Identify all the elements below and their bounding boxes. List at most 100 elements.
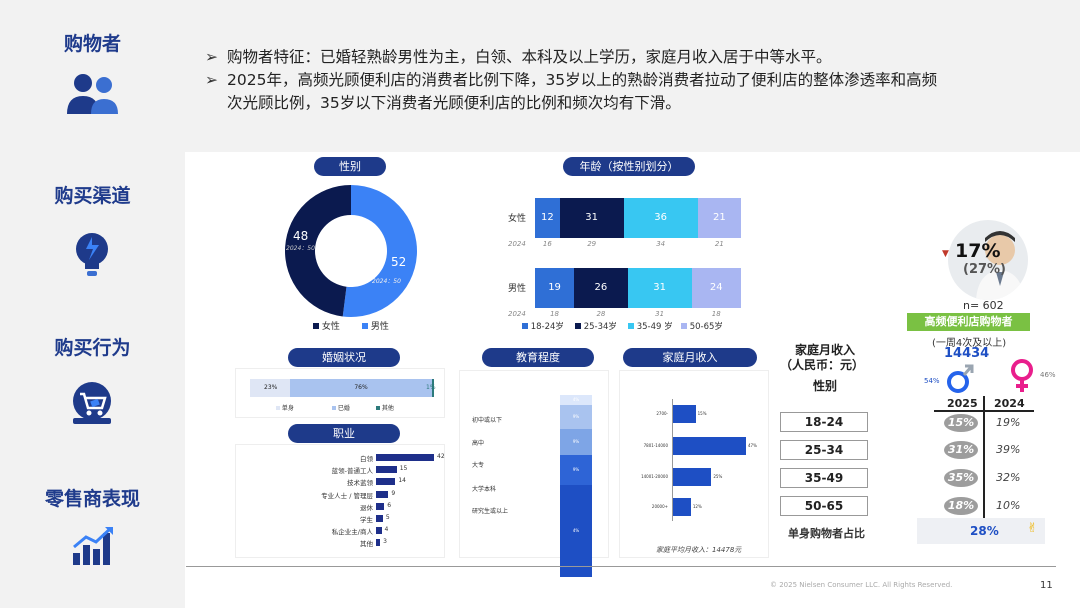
job-bar xyxy=(376,527,382,535)
job-value: 14 xyxy=(398,477,406,485)
job-bar xyxy=(376,539,381,547)
sidebar-band xyxy=(0,152,185,608)
right-label-gender: 性别 xyxy=(812,379,837,393)
male-prev: 2024：50 xyxy=(372,278,401,285)
job-value: 15 xyxy=(399,465,408,473)
right-label-income: 家庭月收入 xyxy=(794,343,855,357)
age-bar-segment: 26 xyxy=(574,268,628,308)
age-bar-segment: 24 xyxy=(691,268,741,308)
job-bar xyxy=(376,454,434,461)
income-bar xyxy=(672,405,696,423)
male-icon xyxy=(944,362,974,400)
income-value: 15% xyxy=(697,411,707,416)
gender-legend-female: 女性 xyxy=(313,319,340,332)
age-bar-segment: 21 xyxy=(697,198,741,238)
age-prev-value: 28 xyxy=(596,310,606,318)
job-label: 蓝领-普通工人 xyxy=(331,467,373,476)
sidebar-item-retailer[interactable]: 零售商表现 xyxy=(0,484,185,511)
marriage-other-label: 1% xyxy=(426,384,436,391)
people-icon xyxy=(66,72,120,120)
sidebar-item-label: 零售商表现 xyxy=(44,488,140,510)
age-prev-value: 18 xyxy=(711,310,721,318)
job-bar xyxy=(376,478,396,486)
legend-label: 其他 xyxy=(381,405,394,412)
income-label: 7801-14000 xyxy=(643,443,668,448)
job-label: 专业人士 / 管理层 xyxy=(321,491,373,500)
age-prev-year: 2024 xyxy=(508,310,526,318)
age-bar-segment: 12 xyxy=(535,198,560,238)
marriage-other-bar xyxy=(432,379,434,397)
age-legend-item: 18-24岁 xyxy=(522,320,564,332)
education-segment: 9% xyxy=(560,455,592,485)
job-value: 5 xyxy=(385,514,390,521)
job-label: 私企业主/商人 xyxy=(331,528,373,537)
page-number: 11 xyxy=(1040,580,1053,591)
v24-cell: 10% xyxy=(996,499,1021,512)
income-label: 2700- xyxy=(656,411,668,416)
age-bar-segment: 31 xyxy=(627,268,692,308)
income-bar xyxy=(672,437,746,455)
education-label: 初中或以下 xyxy=(472,417,503,424)
legend-label: 女性 xyxy=(321,322,340,332)
income-value: 47% xyxy=(748,443,757,448)
age-row-label: 35-49 xyxy=(780,468,868,488)
v24-cell: 39% xyxy=(996,443,1021,456)
sidebar-item-channel[interactable]: 购买渠道 xyxy=(0,181,185,208)
marriage-single-bar: 23% xyxy=(250,379,290,397)
single-label: 单身购物者占比 xyxy=(788,527,865,540)
marriage-pill: 婚姻状况 xyxy=(288,348,400,367)
age-pill: 年龄（按性别划分） xyxy=(563,157,695,176)
job-bar xyxy=(376,490,389,498)
income-footer: 家庭平均月收入：14478元 xyxy=(656,546,742,554)
income-value: 25% xyxy=(713,474,723,479)
age-legend-item: 35-49 岁 xyxy=(628,320,673,332)
job-panel: 白领 42 蓝领-普通工人 15 技术蓝领 14 专业人士 / 管理层 9 退休 6 学生 5 私企业主… xyxy=(235,444,445,558)
growth-chart-icon xyxy=(71,525,115,571)
male-pct: 54% xyxy=(924,377,940,385)
age-row-label: 男性 xyxy=(508,284,527,294)
sidebar-item-label: 购物者 xyxy=(63,33,121,55)
age-prev-value: 34 xyxy=(656,240,666,248)
female-prev: 2024：50 xyxy=(286,245,315,252)
income-value: 12% xyxy=(692,504,702,509)
legend-label: 单身 xyxy=(281,405,294,412)
education-label: 大学本科 xyxy=(472,486,497,493)
job-bar xyxy=(376,466,397,474)
education-panel: 初中或以下 高中 大专 大学本科 研究生或以上 4% 9% 9% 9% 4% xyxy=(459,370,609,577)
age-row-label: 18-24 xyxy=(780,412,868,432)
legend-label: 男性 xyxy=(370,322,389,332)
marriage-legend-other: 其他 xyxy=(376,403,394,412)
job-bar xyxy=(376,515,383,522)
header-bullet: ➢ 2025年，高频光顾便利店的消费者比例下降，35岁以上的熟龄消费者拉动了便利店… xyxy=(205,71,938,89)
sidebar-item-behavior[interactable]: 购买行为 xyxy=(0,333,185,360)
age-legend-item: 25-34岁 xyxy=(575,320,617,332)
right-label-currency: （人民币：元） xyxy=(779,358,864,372)
gender-pill: 性别 xyxy=(314,157,386,176)
job-label: 白领 xyxy=(360,455,373,463)
age-bar-segment: 19 xyxy=(535,268,575,308)
job-value: 42 xyxy=(437,453,445,460)
age-legend-item: 50-65岁 xyxy=(681,320,723,332)
v25-cell: 18% xyxy=(944,497,978,515)
income-axis xyxy=(672,399,673,521)
v24-cell: 19% xyxy=(996,416,1021,429)
headline-value: 17% xyxy=(955,240,1001,262)
education-segment: 9% xyxy=(560,429,592,455)
table-vrule xyxy=(983,396,985,522)
donut-slice-male xyxy=(342,185,417,317)
income-bar xyxy=(672,498,691,516)
marriage-legend-married: 已婚 xyxy=(332,403,350,412)
footer-rule xyxy=(186,566,1056,567)
education-pill: 教育程度 xyxy=(482,348,594,367)
income-pill: 家庭月收入 xyxy=(623,348,757,367)
age-bar-segment: 36 xyxy=(623,198,698,238)
age-row-label: 50-65 xyxy=(780,496,868,516)
marriage-legend-single: 单身 xyxy=(276,403,294,412)
income-value: 14434 xyxy=(944,346,990,361)
hand-icon: ✌ xyxy=(1027,521,1038,536)
gender-legend-male: 男性 xyxy=(362,319,389,332)
header-band xyxy=(0,0,1080,152)
sidebar-item-shoppers[interactable]: 购物者 xyxy=(0,29,185,56)
bullet-text: 购物者特征：已婚轻熟龄男性为主，白领、本科及以上学历，家庭月收入居于中等水平。 xyxy=(227,48,832,66)
bullet-text: 2025年，高频光顾便利店的消费者比例下降，35岁以上的熟龄消费者拉动了便利店的… xyxy=(227,71,938,89)
